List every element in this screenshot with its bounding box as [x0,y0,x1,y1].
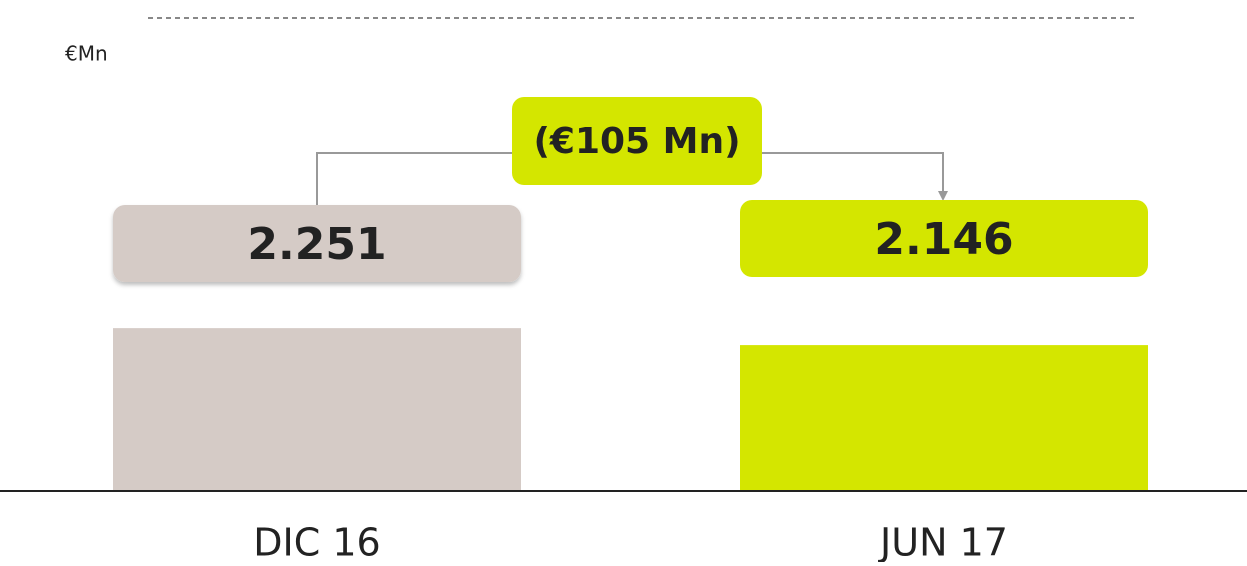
connector [316,152,512,205]
value-label-box [740,200,1148,277]
value-label: 2.146 [874,214,1013,265]
value-label-box [113,205,521,282]
annotation: (€105 Mn) [533,121,740,162]
y-axis-label: €Mn [65,42,108,66]
annotation-box [512,97,762,185]
value-label: 2.251 [247,219,386,270]
connector-arrow [762,152,948,201]
bar [113,328,521,490]
x-tick-label: DIC 16 [253,521,380,563]
x-tick-label: JUN 17 [878,521,1008,563]
bar [740,345,1148,490]
